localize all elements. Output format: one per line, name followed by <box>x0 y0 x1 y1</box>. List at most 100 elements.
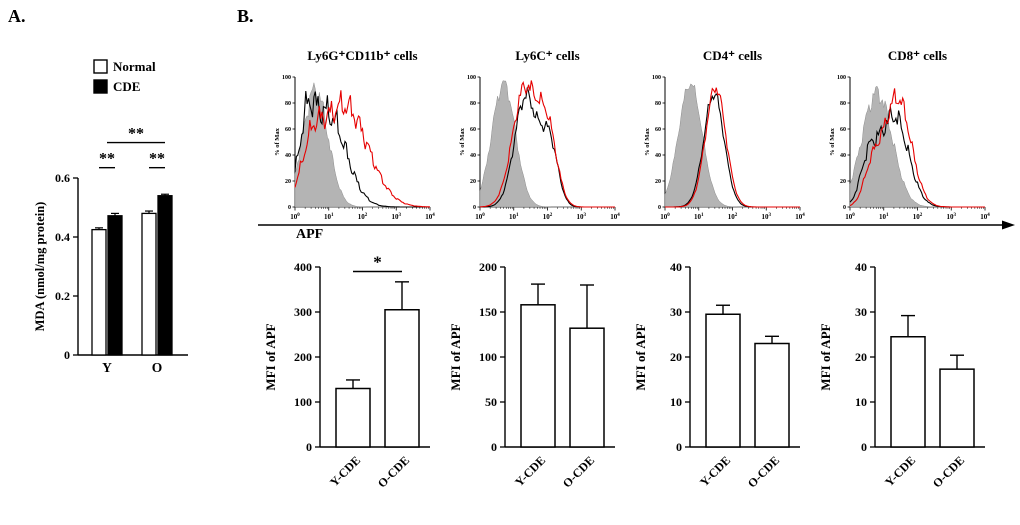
svg-text:100: 100 <box>660 213 670 221</box>
svg-text:104: 104 <box>795 213 805 221</box>
flow-histogram-ly6c: Ly6C⁺ cells 0 20 40 60 80 100 % of Max 100 101 102… <box>440 42 630 222</box>
svg-text:0.4: 0.4 <box>55 230 70 244</box>
svg-text:60: 60 <box>470 127 476 133</box>
svg-text:101: 101 <box>879 213 889 221</box>
svg-text:100: 100 <box>475 213 485 221</box>
svg-text:40: 40 <box>855 260 867 274</box>
flow-histogram-ly6g-cd11b: Ly6G⁺CD11b⁺ cells 0 20 40 60 80 100 % of Max 100… <box>255 42 445 222</box>
svg-text:102: 102 <box>358 213 368 221</box>
svg-text:0: 0 <box>861 440 867 454</box>
svg-text:60: 60 <box>285 127 291 133</box>
mfi-bar-ly6g-cd11b: 0 100 200 300 400 MFI of APF Y-CDE O-CDE * <box>255 252 445 514</box>
svg-text:150: 150 <box>479 305 497 319</box>
svg-text:101: 101 <box>324 213 334 221</box>
svg-text:100: 100 <box>467 75 476 81</box>
svg-text:20: 20 <box>285 179 291 185</box>
svg-text:O: O <box>152 360 163 375</box>
svg-text:10: 10 <box>670 395 682 409</box>
svg-text:MFI of APF: MFI of APF <box>263 323 278 390</box>
svg-text:Y-CDE: Y-CDE <box>882 453 918 489</box>
svg-text:30: 30 <box>670 305 682 319</box>
svg-text:0: 0 <box>658 205 661 211</box>
svg-text:10: 10 <box>855 395 867 409</box>
svg-text:0: 0 <box>473 205 476 211</box>
svg-text:O-CDE: O-CDE <box>930 453 967 490</box>
panel-b-label: B. <box>237 6 254 26</box>
svg-text:Y-CDE: Y-CDE <box>327 453 363 489</box>
svg-text:**: ** <box>149 151 165 168</box>
svg-text:O-CDE: O-CDE <box>375 453 412 490</box>
svg-text:100: 100 <box>294 395 312 409</box>
svg-text:100: 100 <box>837 75 846 81</box>
svg-text:200: 200 <box>294 350 312 364</box>
svg-text:Normal: Normal <box>113 59 156 74</box>
svg-text:0.6: 0.6 <box>55 171 70 185</box>
svg-text:20: 20 <box>655 179 661 185</box>
svg-text:100: 100 <box>479 350 497 364</box>
svg-text:0: 0 <box>491 440 497 454</box>
svg-text:103: 103 <box>392 213 402 221</box>
svg-text:104: 104 <box>610 213 620 221</box>
mfi-bar-cd8: 0 10 20 30 40 MFI of APF Y-CDE O-CDE <box>810 252 1000 514</box>
svg-text:% of Max: % of Max <box>829 127 836 156</box>
svg-text:80: 80 <box>655 101 661 107</box>
svg-text:50: 50 <box>485 395 497 409</box>
svg-text:80: 80 <box>470 101 476 107</box>
apf-axis-arrow <box>258 220 1016 234</box>
svg-text:Ly6C⁺ cells: Ly6C⁺ cells <box>515 48 579 63</box>
svg-text:102: 102 <box>543 213 553 221</box>
flow-histogram-cd4: CD4⁺ cells 0 20 40 60 80 100 % of Max 100 101 102 1… <box>625 42 815 222</box>
svg-text:101: 101 <box>509 213 519 221</box>
svg-text:104: 104 <box>980 213 990 221</box>
svg-text:Ly6G⁺CD11b⁺ cells: Ly6G⁺CD11b⁺ cells <box>307 48 417 63</box>
svg-text:103: 103 <box>947 213 957 221</box>
svg-text:0: 0 <box>676 440 682 454</box>
svg-text:40: 40 <box>670 260 682 274</box>
panel-a-label: A. <box>8 6 26 26</box>
svg-text:104: 104 <box>425 213 435 221</box>
svg-text:101: 101 <box>694 213 704 221</box>
svg-text:100: 100 <box>282 75 291 81</box>
svg-text:O-CDE: O-CDE <box>560 453 597 490</box>
svg-text:103: 103 <box>577 213 587 221</box>
svg-text:20: 20 <box>840 179 846 185</box>
svg-text:60: 60 <box>840 127 846 133</box>
svg-text:**: ** <box>128 126 144 143</box>
svg-text:MDA (nmol/mg protein): MDA (nmol/mg protein) <box>33 202 47 332</box>
svg-text:40: 40 <box>285 153 291 159</box>
mfi-bar-cd4: 0 10 20 30 40 MFI of APF Y-CDE O-CDE <box>625 252 815 514</box>
svg-text:CDE: CDE <box>113 79 140 94</box>
svg-text:40: 40 <box>470 153 476 159</box>
svg-text:O-CDE: O-CDE <box>745 453 782 490</box>
svg-text:0: 0 <box>306 440 312 454</box>
svg-text:**: ** <box>99 151 115 168</box>
svg-text:40: 40 <box>840 153 846 159</box>
svg-text:MFI of APF: MFI of APF <box>633 323 648 390</box>
apf-axis-label: APF <box>296 227 324 242</box>
svg-text:400: 400 <box>294 260 312 274</box>
svg-text:MFI of APF: MFI of APF <box>818 323 833 390</box>
svg-text:200: 200 <box>479 260 497 274</box>
svg-text:0: 0 <box>288 205 291 211</box>
svg-text:20: 20 <box>670 350 682 364</box>
svg-text:0.2: 0.2 <box>55 289 70 303</box>
svg-text:MFI of APF: MFI of APF <box>448 323 463 390</box>
svg-text:80: 80 <box>840 101 846 107</box>
svg-text:20: 20 <box>470 179 476 185</box>
svg-text:40: 40 <box>655 153 661 159</box>
svg-text:80: 80 <box>285 101 291 107</box>
svg-text:% of Max: % of Max <box>274 127 281 156</box>
svg-text:0: 0 <box>64 348 70 362</box>
svg-text:100: 100 <box>290 213 300 221</box>
svg-text:100: 100 <box>845 213 855 221</box>
svg-text:*: * <box>373 253 382 272</box>
flow-histogram-cd8: CD8⁺ cells 0 20 40 60 80 100 % of Max 100 101 102 1… <box>810 42 1000 222</box>
svg-text:Y-CDE: Y-CDE <box>512 453 548 489</box>
svg-text:102: 102 <box>913 213 923 221</box>
svg-text:20: 20 <box>855 350 867 364</box>
mda-grouped-bar-chart: 0 0.2 0.4 0.6 MDA (nmol/mg protein) Y O Normal C… <box>30 50 240 390</box>
svg-text:% of Max: % of Max <box>459 127 466 156</box>
svg-text:103: 103 <box>762 213 772 221</box>
svg-text:CD4⁺ cells: CD4⁺ cells <box>703 48 762 63</box>
